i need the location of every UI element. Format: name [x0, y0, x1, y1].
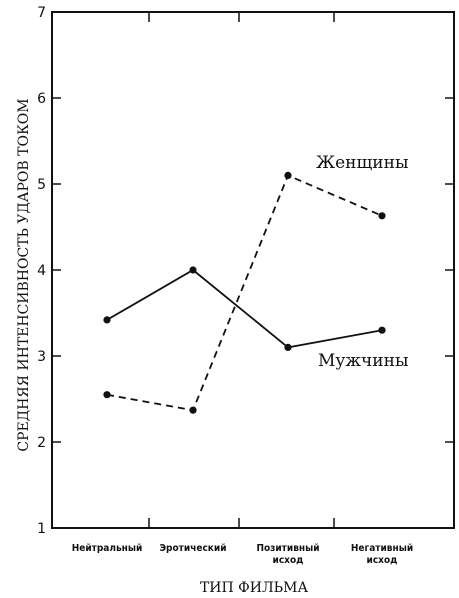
series-line-0	[106, 268, 383, 349]
series-label-women: Женщины	[316, 153, 409, 173]
y-tick-label: 5	[37, 177, 46, 193]
data-point	[378, 212, 386, 220]
data-point	[378, 326, 386, 334]
series-label-men: Мужчины	[318, 351, 408, 371]
x-category-label: Негативный исход	[351, 543, 413, 566]
plot-border	[51, 11, 455, 529]
y-tick-label: 3	[37, 349, 46, 365]
y-axis-title: СРЕДНЯЯ ИНТЕНСИВНОСТЬ УДАРОВ ТОКОМ	[16, 98, 32, 451]
x-axis-ticks: Нейтральный Эротический Позитивный исход Нег…	[72, 12, 413, 566]
data-point	[284, 171, 292, 179]
x-category-label: Эротический	[159, 543, 226, 554]
plot-frame	[51, 11, 455, 529]
y-tick-label: 6	[37, 91, 46, 107]
data-point	[189, 406, 197, 414]
y-tick-label: 4	[37, 263, 46, 279]
data-point	[284, 343, 292, 351]
x-category-label: Нейтральный	[72, 543, 143, 554]
series-layer	[103, 171, 386, 414]
series-line-1	[106, 174, 383, 412]
data-point	[189, 266, 197, 274]
y-axis-ticks: 1 2 3 4 5 6 7	[37, 5, 454, 537]
x-category-label: Позитивный исход	[256, 543, 319, 566]
y-tick-label: 7	[37, 5, 46, 21]
x-axis-title: ТИП ФИЛЬМА	[200, 580, 308, 596]
data-point	[103, 391, 111, 399]
y-tick-label: 2	[37, 435, 46, 451]
y-tick-label: 1	[37, 521, 46, 537]
data-point	[103, 316, 111, 324]
